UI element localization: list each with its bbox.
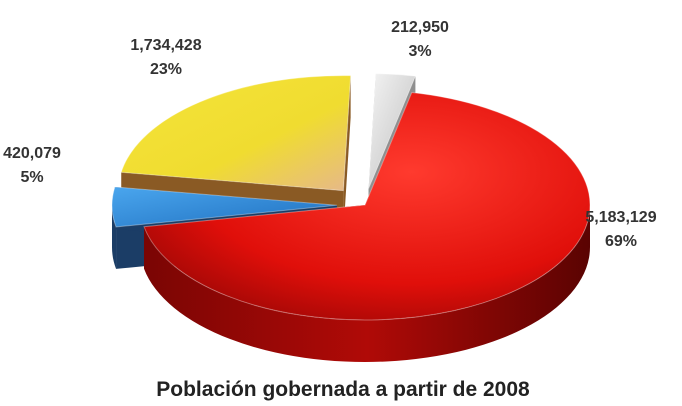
pie-slice-wall (144, 205, 590, 363)
slice-value-label: 420,079 (3, 145, 61, 162)
slice-value-label: 1,734,428 (130, 37, 201, 54)
slice-value-label: 212,950 (391, 19, 449, 36)
slice-percent-label: 69% (605, 233, 637, 250)
slice-percent-label: 23% (150, 61, 182, 78)
pie-slice-edge (343, 75, 351, 233)
slice-percent-label: 3% (408, 43, 431, 60)
slice-value-label: 5,183,129 (585, 209, 656, 226)
pie-slice-wall (112, 205, 117, 269)
pie-slice-top (368, 73, 417, 189)
chart-title: Población gobernada a partir de 2008 (156, 378, 530, 401)
pie-slice-top (120, 75, 352, 192)
slice-percent-label: 5% (20, 169, 43, 186)
pie-slice-top (111, 186, 338, 228)
pie-slice-1 (143, 91, 591, 363)
pie-slice-top (143, 91, 591, 321)
